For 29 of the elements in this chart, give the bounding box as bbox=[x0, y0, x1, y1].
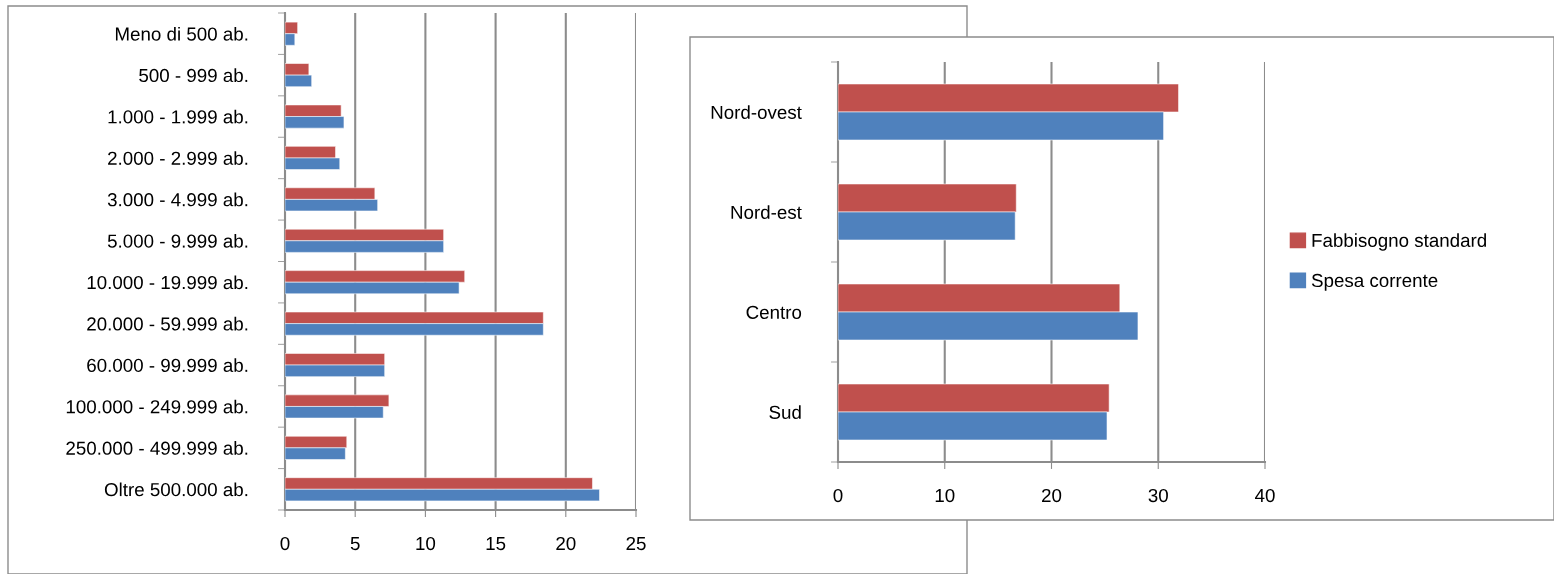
x-tick-label: 0 bbox=[280, 536, 290, 551]
legend-label: Spesa corrente bbox=[1311, 273, 1438, 291]
x-tick-label: 5 bbox=[350, 537, 360, 551]
y-tick-label: 250.000 - 499.999 ab. bbox=[66, 441, 248, 455]
y-tick-label: 10.000 - 19.999 ab. bbox=[87, 275, 248, 290]
x-tick-label: 40 bbox=[1255, 488, 1275, 503]
x-tick-label: 10 bbox=[416, 536, 436, 551]
y-tick-label: 20.000 - 59.999 ab. bbox=[87, 316, 248, 331]
y-tick-label: 500 - 999 ab. bbox=[139, 68, 248, 83]
y-tick-label: Centro bbox=[746, 305, 802, 319]
x-tick-label: 20 bbox=[556, 536, 576, 551]
y-tick-label: Nord-ovest bbox=[711, 105, 802, 119]
y-tick-label: 3.000 - 4.999 ab. bbox=[107, 192, 248, 207]
x-tick-label: 0 bbox=[833, 488, 843, 503]
y-tick-label: 60.000 - 99.999 ab. bbox=[87, 358, 248, 373]
x-tick-label: 20 bbox=[1042, 488, 1062, 503]
y-tick-label: Meno di 500 ab. bbox=[115, 26, 248, 41]
y-tick-label: 1.000 - 1.999 ab. bbox=[108, 109, 248, 124]
x-tick-label: 25 bbox=[626, 536, 646, 551]
y-tick-label: 5.000 - 9.999 ab. bbox=[107, 234, 248, 248]
y-tick-label: Nord-est bbox=[731, 205, 802, 219]
y-tick-label: 100.000 - 249.999 ab. bbox=[66, 399, 248, 414]
x-tick-label: 30 bbox=[1148, 488, 1168, 503]
y-tick-label: Sud bbox=[769, 405, 801, 419]
x-tick-label: 10 bbox=[935, 488, 955, 503]
y-tick-label: Oltre 500.000 ab. bbox=[104, 482, 248, 497]
x-tick-label: 15 bbox=[486, 537, 506, 551]
legend-label: Fabbisogno standard bbox=[1312, 233, 1486, 251]
y-tick-label: 2.000 - 2.999 ab. bbox=[108, 151, 248, 165]
